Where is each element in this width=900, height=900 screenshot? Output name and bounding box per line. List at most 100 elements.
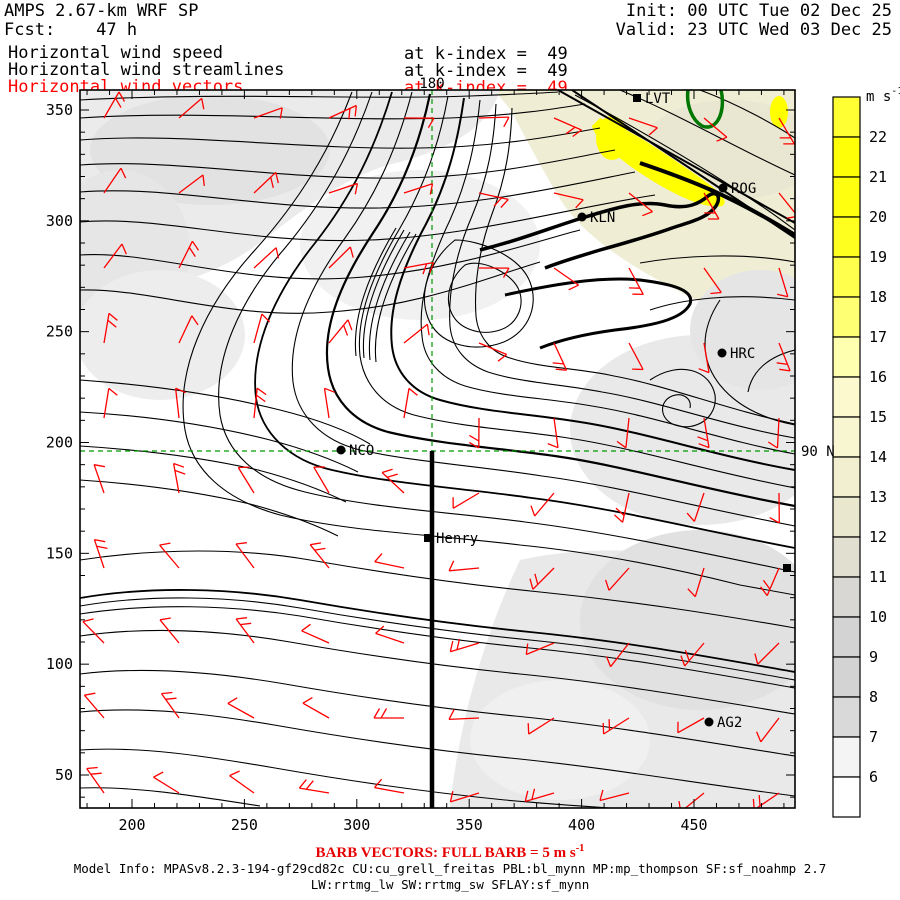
station-label: HRC xyxy=(730,346,755,362)
wind-barb xyxy=(468,417,480,449)
station-label: ROG xyxy=(731,181,756,197)
station-label: LVT xyxy=(645,91,671,107)
colorbar: 22 21 20 19 18 17 16 15 14 13 12 11 10 9 8 7 6 xyxy=(832,96,887,818)
wind-barb xyxy=(776,267,789,298)
meridian-label: 180 xyxy=(419,76,444,92)
wind-barb xyxy=(253,247,280,269)
wind-barb xyxy=(227,697,255,719)
colorbar-cell xyxy=(832,496,861,538)
wind-barb xyxy=(697,417,710,449)
colorbar-cell xyxy=(832,776,861,818)
wind-barb xyxy=(328,319,353,344)
colorbar-cell xyxy=(832,696,861,738)
wind-barb xyxy=(552,342,568,371)
wind-barb xyxy=(93,464,106,494)
model-info: Model Info: MPASv8.2.3-194-gf29cd82c CU:… xyxy=(73,861,827,876)
station-label: KLN xyxy=(590,210,615,226)
colorbar-cell xyxy=(832,336,861,378)
wind-barb xyxy=(313,466,330,494)
colorbar-label: 11 xyxy=(869,568,887,586)
wind-barb xyxy=(178,97,205,119)
wind-barb xyxy=(159,542,180,569)
station-dot xyxy=(717,348,727,358)
colorbar-label: 22 xyxy=(869,128,887,146)
wind-barb xyxy=(403,323,430,344)
forecast-hour: Fcst: 47 h xyxy=(4,20,138,40)
wind-barb xyxy=(328,104,357,120)
station-dot xyxy=(577,212,587,222)
wind-barb xyxy=(298,779,330,794)
wind-barb xyxy=(678,792,705,808)
wind-barb xyxy=(754,642,780,665)
wind-barb xyxy=(178,240,200,269)
colorbar-cell xyxy=(832,136,861,178)
colorbar-label: 16 xyxy=(869,368,887,386)
wind-barb xyxy=(83,692,105,719)
colorbar-label: 6 xyxy=(869,768,878,786)
wind-barb xyxy=(703,192,720,220)
wind-barb xyxy=(375,625,405,644)
streamlines xyxy=(80,90,795,808)
wind-barb xyxy=(628,192,653,217)
axes: 200 250 300 350 400 450 50 100 150 200 250 300 350 xyxy=(46,90,795,834)
wind-barb xyxy=(614,492,630,523)
colorbar-label: 7 xyxy=(869,728,878,746)
station-label: AG2 xyxy=(717,715,742,731)
wind-barb xyxy=(178,174,205,194)
colorbar-cell xyxy=(832,296,861,338)
wind-barb xyxy=(553,117,582,138)
wind-barb xyxy=(529,567,555,590)
wind-barb xyxy=(309,542,330,569)
wind-barb xyxy=(174,387,186,419)
wind-barb xyxy=(323,387,336,419)
station-dot xyxy=(336,445,346,455)
wind-barb xyxy=(776,342,791,372)
colorbar-cell xyxy=(832,656,861,698)
colorbar-label: 14 xyxy=(869,448,887,466)
wind-barb xyxy=(235,542,255,569)
wind-barb xyxy=(680,642,705,667)
wind-barb xyxy=(374,553,405,569)
wind-barb xyxy=(628,117,658,136)
wind-speed-shading xyxy=(80,90,795,808)
colorbar-cell xyxy=(832,456,861,498)
colorbar-unit: m s-1 xyxy=(866,86,900,105)
wind-barb xyxy=(478,116,510,128)
wind-barb xyxy=(698,342,710,374)
wind-barb xyxy=(301,623,330,644)
wind-barb xyxy=(160,691,180,719)
wind-barb xyxy=(602,717,630,735)
colorbar-cell xyxy=(832,376,861,418)
colorbar-label: 18 xyxy=(869,288,887,306)
wind-barb xyxy=(449,638,480,653)
x-tick-label: 250 xyxy=(231,816,258,834)
wind-barb xyxy=(553,267,579,291)
wind-barb xyxy=(103,312,118,344)
colorbar-cell xyxy=(832,736,861,778)
valid-time: Valid: 23 UTC Wed 03 Dec 25 xyxy=(615,20,892,40)
wind-barbs xyxy=(82,91,795,808)
wind-barb xyxy=(103,91,126,119)
field-1-label: Horizontal wind speed xyxy=(8,43,223,63)
colorbar-label: 8 xyxy=(869,688,878,706)
colorbar-label: 15 xyxy=(869,408,887,426)
x-tick-label: 400 xyxy=(568,816,595,834)
wind-barb xyxy=(253,313,271,344)
wind-barb xyxy=(769,492,780,524)
wind-barb xyxy=(525,642,555,656)
parallel-label: 90 N xyxy=(801,444,835,460)
wind-barb xyxy=(328,182,359,195)
colorbar-cell xyxy=(832,536,861,578)
colorbar-label: 19 xyxy=(869,248,887,266)
wind-barb xyxy=(403,387,418,419)
wind-barb xyxy=(703,117,728,142)
wind-barb xyxy=(302,697,330,719)
station-dot xyxy=(704,717,714,727)
wind-barb xyxy=(403,117,435,129)
wind-barb xyxy=(172,462,186,494)
terrain-contour-green xyxy=(685,89,725,129)
colorbar-cell xyxy=(832,576,861,618)
wind-barb xyxy=(153,771,180,794)
wind-barb xyxy=(778,117,795,145)
y-tick-label: 350 xyxy=(46,101,73,119)
